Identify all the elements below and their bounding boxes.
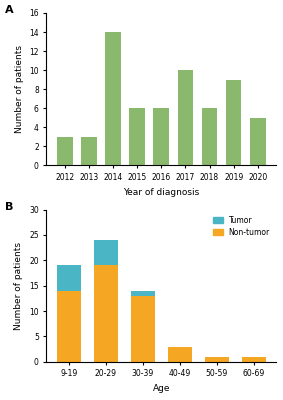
Bar: [242, 357, 266, 362]
Legend: Tumor, Non-tumor: Tumor, Non-tumor: [211, 213, 272, 239]
Bar: [57, 265, 81, 291]
Bar: [205, 357, 229, 362]
Bar: [57, 291, 81, 362]
X-axis label: Year of diagnosis: Year of diagnosis: [123, 188, 199, 196]
Bar: [131, 296, 155, 362]
Bar: [250, 118, 266, 165]
Bar: [131, 291, 155, 296]
Bar: [94, 240, 118, 265]
Bar: [129, 108, 145, 165]
Bar: [81, 137, 97, 165]
Bar: [94, 265, 118, 362]
Y-axis label: Number of patients: Number of patients: [15, 45, 23, 133]
Y-axis label: Number of patients: Number of patients: [14, 242, 23, 330]
Text: B: B: [5, 202, 14, 212]
Text: A: A: [5, 5, 14, 15]
Bar: [226, 80, 241, 165]
Bar: [168, 347, 192, 362]
Bar: [202, 108, 217, 165]
Bar: [153, 108, 169, 165]
Bar: [105, 32, 121, 165]
Bar: [57, 137, 72, 165]
X-axis label: Age: Age: [153, 384, 170, 393]
Bar: [177, 70, 193, 165]
